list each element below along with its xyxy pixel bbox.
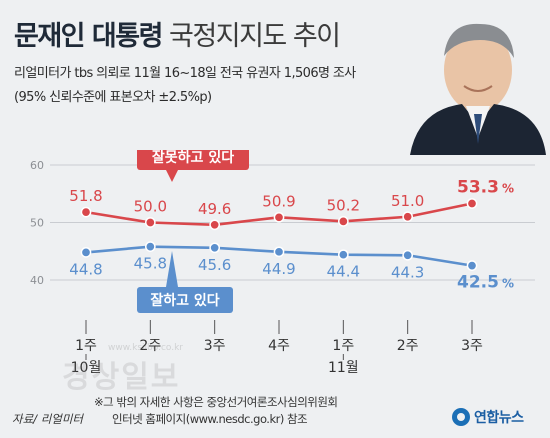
data-point xyxy=(337,249,349,261)
data-point xyxy=(273,211,285,223)
x-tick-label: 4주 xyxy=(268,338,290,354)
x-tick-label: 3주 xyxy=(461,338,483,354)
unit-label: % xyxy=(502,277,514,291)
source-credit: 자료/ 리얼미터 xyxy=(12,412,84,426)
chart-header: 문재인 대통령 국정지지도 추이 리얼미터가 tbs 의뢰로 11월 16~18… xyxy=(0,0,550,155)
x-tick-label: 1주 xyxy=(75,338,97,354)
data-point xyxy=(402,249,414,261)
series-callout-pointer-1 xyxy=(166,251,178,287)
data-label: 44.9 xyxy=(262,260,295,278)
chart-title: 문재인 대통령 국정지지도 추이 xyxy=(14,14,341,53)
month-label: 11월 xyxy=(328,360,359,376)
footnote-line2: 인터넷 홈페이지(www.nesdc.go.kr) 참조 xyxy=(112,412,308,426)
series-name-label: 잘못하고 있다 xyxy=(152,150,234,166)
footnote-line1: ※그 밖의 자세한 사항은 중앙선거여론조사심의위원회 xyxy=(94,395,338,409)
data-label: 51.0 xyxy=(391,192,424,210)
margin-of-error: (95% 신뢰수준에 표본오차 ±2.5%p) xyxy=(14,90,212,105)
y-tick-label: 40 xyxy=(30,274,44,287)
data-label: 49.6 xyxy=(198,200,231,218)
data-label: 44.3 xyxy=(391,263,424,281)
data-point xyxy=(80,247,92,258)
data-label: 42.5 xyxy=(457,273,499,293)
yonhap-logo-icon xyxy=(452,408,470,426)
brand-name: 연합뉴스 xyxy=(474,410,524,426)
series-name-label: 잘하고 있다 xyxy=(150,292,219,309)
data-label: 50.2 xyxy=(327,196,360,214)
series-callout-box-1 xyxy=(137,287,233,313)
yonhap-brand: 연합뉴스 xyxy=(452,404,524,430)
watermark: 경상일보 xyxy=(62,360,181,395)
data-label: 44.8 xyxy=(69,260,102,278)
unit-label: % xyxy=(502,182,514,196)
series-callout-box-0 xyxy=(137,150,249,170)
survey-description: 리얼미터가 tbs 의뢰로 11월 16~18일 전국 유권자 1,506명 조… xyxy=(14,66,356,81)
data-label: 51.8 xyxy=(69,187,102,205)
data-point xyxy=(466,198,478,209)
data-label: 50.9 xyxy=(262,192,295,210)
data-point xyxy=(209,219,221,231)
y-tick-label: 50 xyxy=(30,217,44,230)
y-tick-label: 60 xyxy=(30,159,44,172)
data-point xyxy=(402,211,414,223)
data-point xyxy=(209,242,221,254)
data-point xyxy=(80,206,92,218)
approval-line-chart: 40 50 60 51.8 50.0 49.6 50.9 50.2 51.0 53.3 % 44.8 4… xyxy=(30,150,535,376)
data-point xyxy=(466,260,478,271)
x-tick-label: 3주 xyxy=(204,338,226,354)
data-label: 45.8 xyxy=(134,255,167,273)
x-tick-label: 2주 xyxy=(139,338,161,354)
title-light: 국정지지도 추이 xyxy=(169,21,341,52)
data-point xyxy=(273,246,285,258)
data-point xyxy=(144,241,156,253)
watermark-url: www.ksilbo.co.kr xyxy=(108,343,184,353)
data-label: 53.3 xyxy=(457,178,499,198)
data-label: 44.4 xyxy=(327,263,360,281)
data-point xyxy=(144,217,156,228)
x-tick-label: 2주 xyxy=(397,338,419,354)
title-strong: 문재인 대통령 xyxy=(14,21,163,52)
x-tick-label: 1주 xyxy=(332,338,354,354)
series-callout-pointer-0 xyxy=(166,170,178,182)
data-point xyxy=(337,216,349,227)
president-portrait xyxy=(400,12,548,155)
month-label: 10월 xyxy=(71,360,102,376)
data-label: 45.6 xyxy=(198,256,231,274)
data-label: 50.0 xyxy=(134,198,167,216)
